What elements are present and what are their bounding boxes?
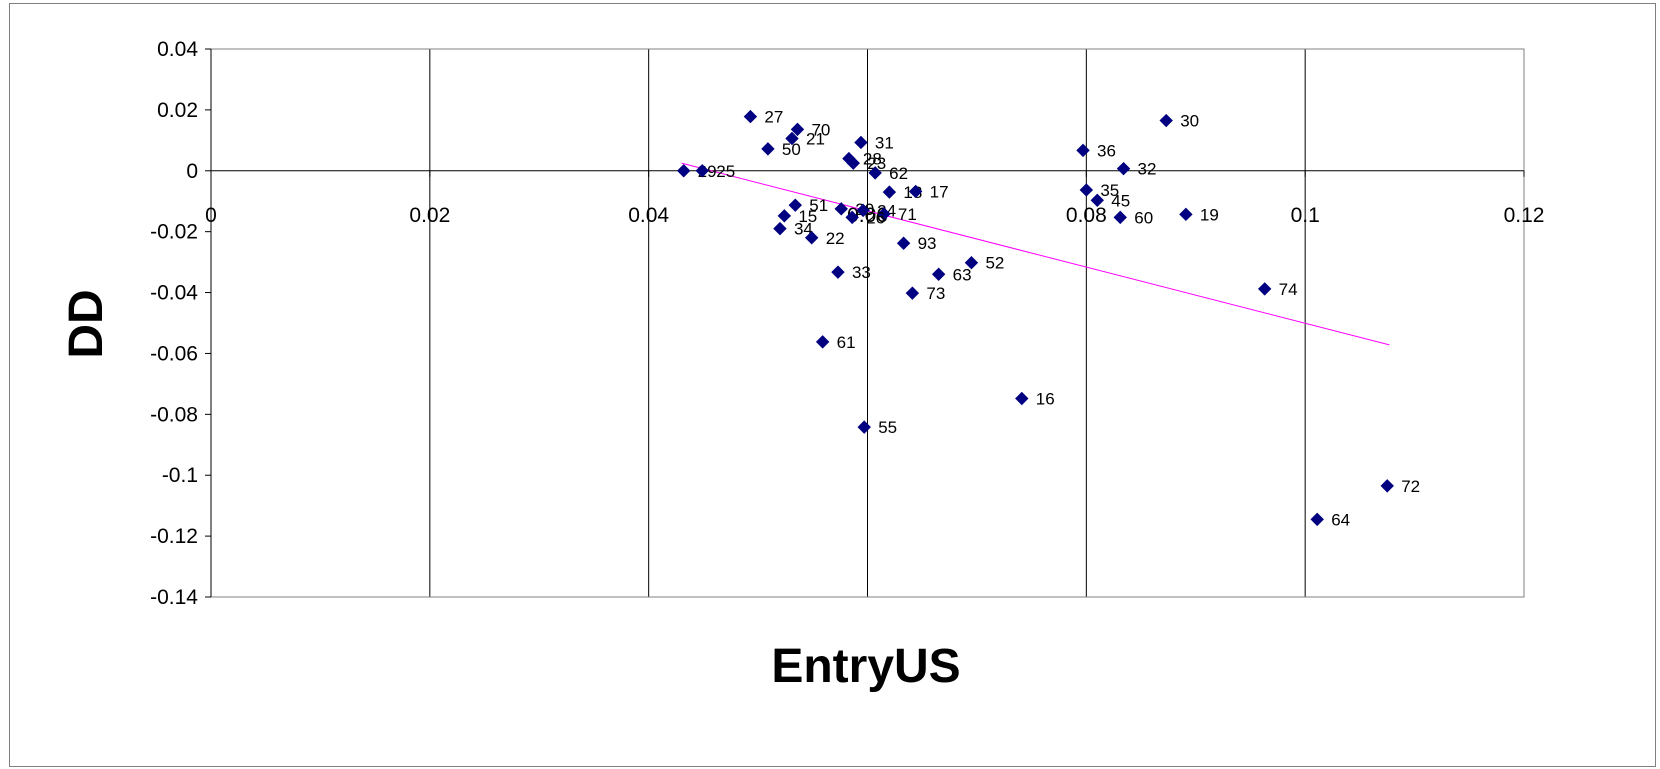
- data-point-label: 17: [930, 182, 949, 201]
- data-point-marker: [1159, 113, 1173, 128]
- data-point-label: 23: [867, 154, 886, 173]
- data-point-marker: [1380, 479, 1394, 493]
- data-point-label: 15: [798, 207, 817, 226]
- y-tick-label: -0.12: [150, 525, 198, 548]
- chart-frame: [9, 3, 1656, 767]
- trendline-segment: [681, 162, 1390, 346]
- data-point-marker: [695, 164, 709, 178]
- data-point-marker: [1113, 210, 1127, 225]
- y-tick-label: -0.04: [150, 282, 198, 305]
- data-point-marker: [761, 142, 775, 156]
- data-point-marker: [908, 184, 923, 199]
- data-points: 2770215031282362292518172024712651153422…: [676, 108, 1420, 529]
- data-point-label: 63: [953, 265, 972, 284]
- y-tick-label: -0.06: [150, 342, 198, 365]
- data-point-label: 25: [716, 162, 735, 181]
- data-point-label: 28: [863, 150, 882, 169]
- data-point-label: 31: [875, 133, 894, 152]
- data-point-label: 51: [809, 196, 828, 215]
- y-tick-label: -0.08: [150, 403, 198, 426]
- data-point-marker: [845, 210, 859, 225]
- data-point-marker: [1015, 391, 1029, 406]
- data-point-label: 62: [889, 164, 908, 183]
- y-tick-label: -0.1: [162, 464, 198, 487]
- data-point-marker: [785, 131, 799, 146]
- data-point-marker: [773, 221, 787, 236]
- y-tick-label: -0.14: [150, 586, 198, 609]
- data-point-marker: [877, 207, 891, 221]
- data-point-marker: [1257, 282, 1272, 296]
- data-point-marker: [676, 164, 691, 178]
- data-point-marker: [1076, 143, 1090, 158]
- data-point-label: 52: [985, 254, 1004, 273]
- data-point-marker: [868, 166, 882, 180]
- data-point-marker: [854, 135, 868, 150]
- data-point-marker: [931, 267, 946, 281]
- data-point-label: 70: [811, 120, 830, 139]
- data-point-marker: [804, 231, 819, 245]
- data-point-marker: [964, 256, 979, 270]
- y-tick-label: -0.02: [150, 221, 198, 244]
- data-point-marker: [815, 335, 830, 349]
- data-point-marker: [896, 236, 911, 250]
- x-tick-label: 0.02: [409, 204, 450, 227]
- data-point-label: 64: [1331, 510, 1350, 529]
- y-tick-label: 0: [186, 160, 198, 183]
- x-axis-title: EntryUS: [771, 640, 960, 693]
- data-point-label: 21: [806, 130, 825, 149]
- data-point-label: 73: [926, 284, 945, 303]
- y-axis-title: DD: [60, 289, 113, 358]
- y-tick-label: 0.02: [157, 99, 198, 122]
- data-point-label: 27: [764, 108, 783, 127]
- data-point-marker: [857, 420, 871, 434]
- data-point-marker: [856, 203, 870, 218]
- data-point-label: 93: [918, 234, 937, 253]
- gridlines: [429, 49, 1306, 597]
- data-point-label: 55: [878, 418, 897, 437]
- data-point-marker: [834, 202, 848, 216]
- data-point-label: 72: [1401, 477, 1420, 496]
- data-point-label: 35: [1100, 181, 1119, 200]
- data-point-label: 30: [1180, 112, 1199, 131]
- data-point-label: 61: [837, 333, 856, 352]
- data-point-label: 33: [852, 263, 871, 282]
- data-point-marker: [846, 156, 860, 170]
- data-point-label: 36: [1097, 141, 1116, 160]
- data-point-marker: [831, 265, 845, 279]
- data-point-marker: [1179, 207, 1193, 222]
- y-tick-label: 0.04: [157, 38, 198, 61]
- data-point-label: 26: [866, 208, 885, 227]
- data-point-marker: [882, 185, 897, 199]
- data-point-label: 19: [1200, 205, 1219, 224]
- data-point-marker: [790, 122, 805, 137]
- data-point-label: 71: [898, 205, 917, 224]
- x-tick-label: 0.04: [628, 204, 669, 227]
- data-point-marker: [1310, 512, 1324, 527]
- data-point-label: 16: [1036, 390, 1055, 409]
- x-tick-label: 0.12: [1504, 204, 1545, 227]
- data-point-label: 74: [1279, 280, 1298, 299]
- data-point-label: 34: [794, 220, 813, 239]
- data-point-marker: [1090, 193, 1104, 208]
- data-point-label: 45: [1111, 191, 1130, 210]
- data-point-marker: [905, 286, 920, 300]
- data-point-label: 32: [1138, 160, 1157, 179]
- data-point-label: 60: [1134, 208, 1153, 227]
- data-point-marker: [1079, 183, 1094, 197]
- x-tick-label: 0.08: [1066, 204, 1107, 227]
- data-point-marker: [777, 209, 792, 223]
- data-point-marker: [743, 109, 758, 124]
- x-tick-label: 0.1: [1291, 204, 1320, 227]
- data-point-label: 50: [782, 140, 801, 159]
- data-point-label: 22: [826, 229, 845, 248]
- data-point-marker: [788, 198, 802, 212]
- data-point-marker: [1116, 161, 1131, 176]
- trendline: [681, 162, 1390, 346]
- axes: 0 0.02 0.04 0.06 0.08 0.1 0.120.040.020-0.02-0…: [150, 38, 1544, 609]
